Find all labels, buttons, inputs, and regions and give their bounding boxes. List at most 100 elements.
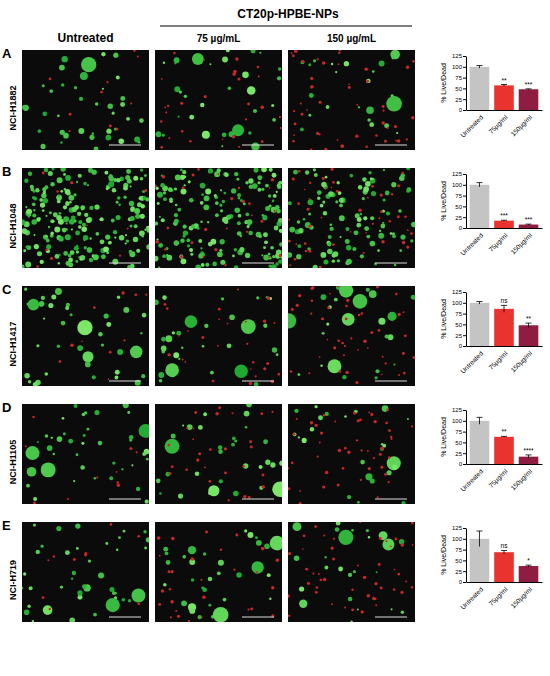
cell-live bbox=[74, 404, 78, 408]
cell-dead bbox=[257, 66, 260, 69]
cell-dead bbox=[106, 81, 108, 83]
cell-live bbox=[56, 195, 62, 201]
cell-dead bbox=[186, 427, 188, 429]
cell-dead bbox=[116, 128, 118, 130]
cell-live bbox=[218, 560, 224, 566]
cell-dead bbox=[232, 135, 236, 139]
cell-live bbox=[313, 59, 316, 62]
cell-live bbox=[117, 349, 123, 355]
cell-live bbox=[352, 247, 356, 251]
cell-dead bbox=[70, 181, 73, 184]
cell-live bbox=[184, 95, 187, 98]
scale-bar bbox=[109, 499, 141, 500]
y-tick-mark bbox=[463, 324, 466, 325]
cell-dead bbox=[411, 425, 413, 427]
cell-dead bbox=[70, 343, 74, 347]
cell-dead bbox=[384, 473, 387, 476]
cell-dead bbox=[261, 473, 264, 476]
cell-live bbox=[159, 379, 163, 383]
cell-live bbox=[320, 204, 324, 208]
cell-live bbox=[141, 204, 145, 208]
plot-area bbox=[470, 531, 539, 582]
cell-live bbox=[23, 105, 29, 111]
cell-dead bbox=[178, 335, 180, 337]
cell-live bbox=[86, 66, 90, 70]
cell-live bbox=[407, 418, 409, 420]
cell-dead bbox=[365, 145, 368, 148]
cell-live bbox=[221, 297, 224, 300]
cell-dead bbox=[303, 534, 306, 537]
cell-live bbox=[133, 176, 138, 181]
x-tick-label: 150µg/ml bbox=[509, 231, 534, 256]
x-tick: 75µg/ml bbox=[487, 228, 509, 254]
cell-dead bbox=[246, 343, 248, 345]
cell-dead bbox=[170, 570, 173, 573]
column-title: Untreated bbox=[57, 31, 113, 45]
cell-live bbox=[313, 168, 316, 171]
cell-dead bbox=[73, 558, 76, 561]
cell-live bbox=[95, 232, 99, 236]
cell-live bbox=[95, 102, 98, 105]
cell-live bbox=[112, 112, 115, 115]
y-tick: 25 bbox=[455, 215, 466, 221]
cell-live bbox=[326, 323, 329, 326]
cell-dead bbox=[387, 127, 389, 129]
cell-dead bbox=[317, 455, 319, 457]
cell-live bbox=[60, 190, 63, 193]
cell-live bbox=[209, 63, 211, 65]
cell-dead bbox=[185, 469, 188, 472]
cell-live bbox=[314, 405, 317, 408]
cell-live bbox=[337, 259, 340, 262]
y-tick: 100 bbox=[452, 64, 466, 70]
cell-live bbox=[248, 178, 253, 183]
micrograph-background bbox=[288, 50, 415, 150]
cell-live bbox=[347, 495, 351, 499]
cell-live bbox=[367, 118, 370, 121]
cell-live bbox=[105, 135, 111, 141]
cell-live bbox=[37, 441, 39, 443]
cell-live bbox=[263, 254, 269, 260]
cell-live bbox=[380, 224, 385, 229]
cell-dead bbox=[371, 185, 374, 188]
cell-live bbox=[181, 600, 187, 606]
cell-dead bbox=[380, 210, 383, 213]
cell-dead bbox=[344, 607, 346, 609]
cell-dead bbox=[363, 252, 365, 254]
cell-dead bbox=[300, 103, 302, 105]
cell-dead bbox=[309, 182, 311, 184]
cell-dead bbox=[238, 187, 240, 189]
cell-live bbox=[289, 227, 295, 233]
cell-live bbox=[100, 239, 105, 244]
cell-dead bbox=[243, 495, 246, 498]
cell-dead bbox=[406, 246, 409, 249]
scale-bar bbox=[242, 499, 274, 500]
cell-live bbox=[58, 212, 61, 215]
cell-live bbox=[322, 332, 325, 335]
cell-live bbox=[119, 235, 125, 241]
plot-area bbox=[470, 66, 539, 110]
cell-live bbox=[248, 231, 253, 236]
cell-dead bbox=[356, 104, 358, 106]
cell-live bbox=[114, 592, 117, 595]
cell-live bbox=[139, 118, 144, 123]
cell-dead bbox=[294, 258, 297, 261]
cell-live bbox=[103, 246, 109, 252]
cell-dead bbox=[231, 412, 233, 414]
cell-live bbox=[253, 109, 257, 113]
cell-live bbox=[251, 50, 256, 53]
cell-live bbox=[222, 200, 226, 204]
cell-dead bbox=[116, 481, 118, 483]
cell-live bbox=[33, 497, 37, 501]
y-axis: 0255075100125 bbox=[452, 53, 467, 113]
cell-live bbox=[300, 127, 304, 131]
cell-live bbox=[65, 201, 70, 206]
cell-live bbox=[174, 187, 177, 190]
cell-dead bbox=[159, 555, 161, 557]
cell-live bbox=[28, 299, 40, 311]
cell-live bbox=[294, 556, 300, 562]
cell-live bbox=[74, 246, 78, 250]
cell-dead bbox=[382, 109, 384, 111]
cell-dead bbox=[260, 106, 264, 110]
cell-dead bbox=[348, 83, 350, 85]
error-cap bbox=[476, 531, 482, 532]
